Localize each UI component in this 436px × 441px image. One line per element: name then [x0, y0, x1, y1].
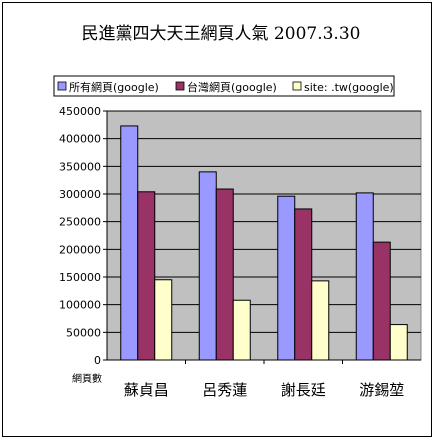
bar	[355, 192, 374, 361]
y-tick-label: 250000	[59, 216, 101, 229]
y-axis-title: 網頁數	[72, 372, 102, 385]
legend-label-taiwan: 台灣網頁(google)	[187, 80, 277, 94]
bar	[120, 125, 139, 361]
y-tick-label: 0	[94, 354, 101, 367]
bar	[198, 171, 217, 361]
chart-frame: 民進黨四大天王網頁人氣 2007.3.30 所有網頁(google) 台灣網頁(…	[2, 2, 432, 437]
x-axis-ticks: 蘇貞昌 呂秀蓮 謝長廷 游錫堃	[124, 360, 404, 399]
x-tick-label: 蘇貞昌	[124, 381, 169, 399]
bar	[277, 195, 296, 361]
bar	[137, 191, 156, 361]
y-tick-label: 350000	[59, 160, 101, 173]
y-tick-label: 150000	[59, 271, 101, 284]
y-tick-label: 50000	[66, 326, 101, 339]
chart-svg: 民進黨四大天王網頁人氣 2007.3.30 所有網頁(google) 台灣網頁(…	[53, 24, 422, 399]
y-tick-label: 400000	[59, 133, 101, 146]
legend-box	[53, 75, 395, 97]
bar	[311, 280, 330, 361]
x-tick-label: 謝長廷	[281, 381, 326, 399]
legend-swatch-tw	[292, 81, 302, 91]
bar	[294, 208, 313, 361]
x-tick-label: 游錫堃	[359, 381, 404, 399]
bar	[389, 324, 408, 361]
bar	[372, 241, 391, 361]
bar	[215, 188, 234, 361]
bar	[154, 279, 173, 361]
y-tick-label: 450000	[59, 105, 101, 118]
legend: 所有網頁(google) 台灣網頁(google) site: .tw(goog…	[53, 75, 395, 97]
chart-title: 民進黨四大天王網頁人氣 2007.3.30	[82, 24, 361, 44]
y-tick-label: 200000	[59, 243, 101, 256]
legend-label-tw: site: .tw(google)	[304, 81, 394, 94]
y-axis-ticks: 0 50000 100000 150000 200000 250000 300000 3500…	[59, 105, 107, 367]
y-tick-label: 300000	[59, 188, 101, 201]
bars	[120, 125, 408, 361]
legend-label-all: 所有網頁(google)	[69, 80, 159, 94]
x-tick-label: 呂秀蓮	[202, 381, 247, 399]
legend-swatch-taiwan	[175, 81, 185, 91]
y-tick-label: 100000	[59, 299, 101, 312]
bar	[232, 299, 251, 361]
legend-swatch-all	[57, 81, 67, 91]
